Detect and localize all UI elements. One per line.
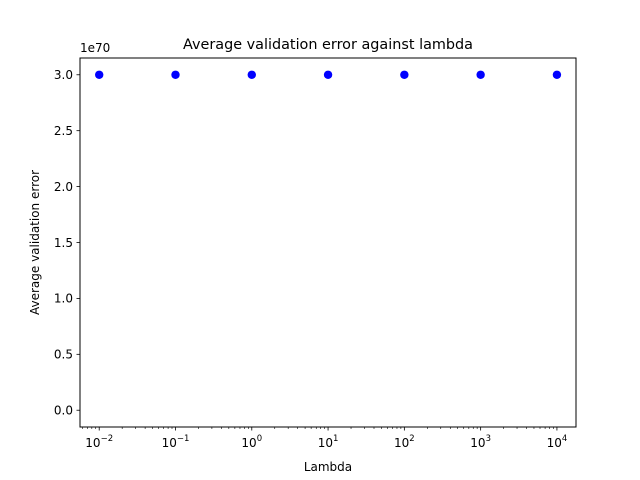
data-point-0-6 [552,70,562,79]
data-point-0-2 [247,70,256,79]
y-tick-label-1: 0.5 [54,348,73,362]
data-point-0-1 [171,70,180,79]
x-tick-label-6: 104 [547,434,568,450]
y-axis-label: Average validation error [28,170,42,315]
data-point-0-4 [400,70,409,79]
axes-frame [79,57,577,428]
x-tick-label-2: 100 [241,434,262,450]
data-point-0-5 [476,70,485,79]
y-tick-label-4: 2.0 [54,180,73,194]
x-tick-label-0: 10−2 [85,434,113,450]
x-tick-label-1: 10−1 [162,434,190,450]
data-point-0-3 [323,70,333,79]
y-tick-label-0: 0.0 [54,404,73,418]
y-tick-label-2: 1.0 [54,292,73,306]
data-point-0-0 [95,70,104,79]
x-tick-label-5: 103 [470,434,491,450]
plot-area: 0.0 0.5 1.0 1.5 2.0 2.5 3.0 10−2 10−1 100 101 102 10… [54,68,567,450]
y-tick-label-3: 1.5 [54,236,73,250]
x-tick-label-3: 101 [318,434,339,450]
x-tick-label-4: 102 [394,434,415,450]
chart-title: Average validation error against lambda [183,37,473,53]
x-axis-label: Lambda [304,460,352,474]
y-tick-label-5: 2.5 [54,124,73,138]
y-axis-offset-label: 1e70 [80,41,110,55]
y-tick-label-6: 3.0 [54,68,73,82]
